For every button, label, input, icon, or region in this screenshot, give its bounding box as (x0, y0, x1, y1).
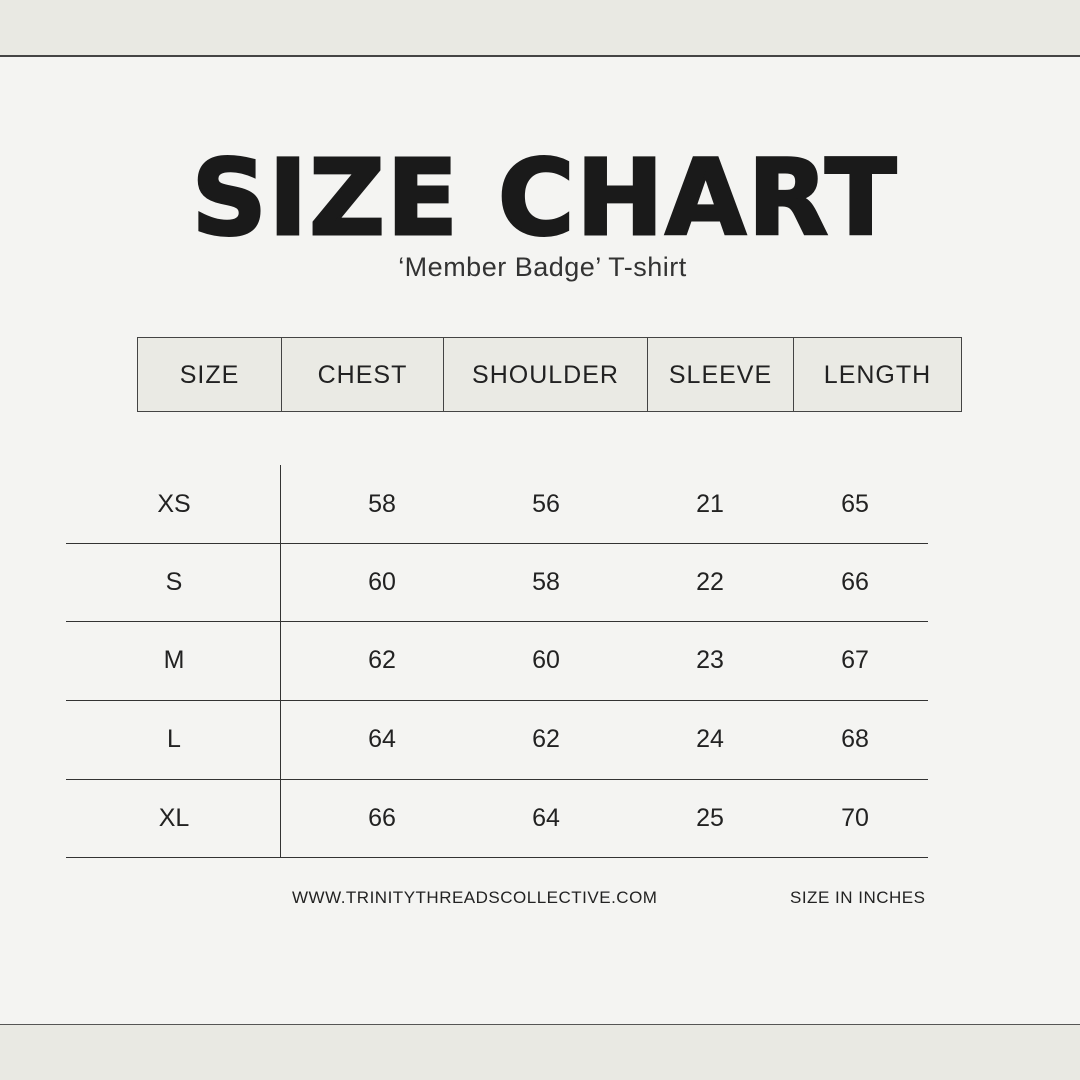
table-cell: XL (158, 804, 190, 832)
table-cell: 70 (841, 804, 869, 832)
header-cell-length: LENGTH (793, 337, 962, 412)
table-cell: XS (157, 490, 191, 518)
table-cell: 60 (532, 646, 560, 674)
table-cell: 66 (368, 804, 396, 832)
subtitle: ‘Member Badge’ T-shirt (398, 252, 687, 282)
header-cell-sleeve: SLEEVE (647, 337, 794, 412)
unit-note: SIZE IN INCHES (790, 888, 926, 907)
header-cell-shoulder: SHOULDER (443, 337, 648, 412)
table-cell: 60 (368, 568, 396, 596)
table-cell: 64 (532, 804, 560, 832)
table-cell: 66 (841, 568, 869, 596)
website-text: WWW.TRINITYTHREADSCOLLECTIVE.COM (292, 888, 658, 907)
table-cell: 58 (532, 568, 560, 596)
row-divider (66, 543, 928, 544)
table-cell: S (165, 568, 183, 596)
table-cell: L (167, 725, 181, 753)
table-cell: 65 (841, 490, 869, 518)
table-cell: 25 (696, 804, 724, 832)
table-cell: 21 (696, 490, 724, 518)
row-divider (66, 857, 928, 858)
table-cell: 58 (368, 490, 396, 518)
table-cell: 68 (841, 725, 869, 753)
row-divider (66, 779, 928, 780)
table-cell: M (163, 646, 185, 674)
row-divider (66, 700, 928, 701)
row-divider (66, 621, 928, 622)
header-cell-chest: CHEST (281, 337, 444, 412)
table-cell: 67 (841, 646, 869, 674)
top-band (0, 0, 1080, 57)
table-cell: 24 (696, 725, 724, 753)
table-cell: 62 (532, 725, 560, 753)
page-title: SIZE CHART (190, 137, 899, 259)
column-divider (280, 465, 281, 858)
table-cell: 62 (368, 646, 396, 674)
header-cell-size: SIZE (137, 337, 282, 412)
table-cell: 56 (532, 490, 560, 518)
table-cell: 22 (696, 568, 724, 596)
table-cell: 64 (368, 725, 396, 753)
bottom-band (0, 1024, 1080, 1080)
table-cell: 23 (696, 646, 724, 674)
